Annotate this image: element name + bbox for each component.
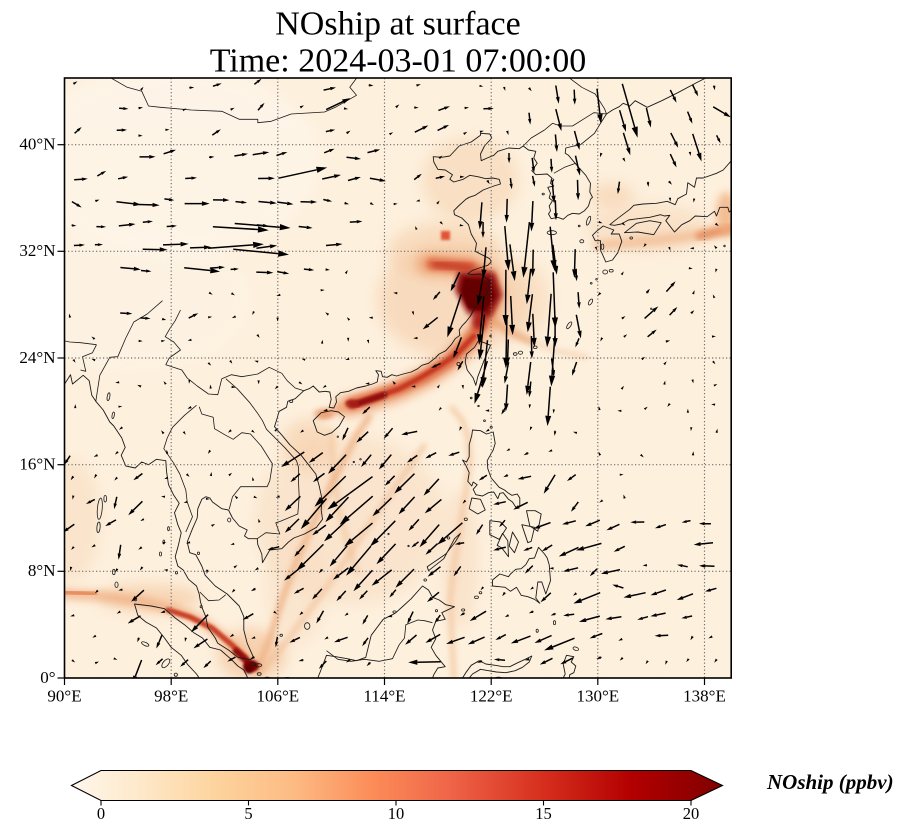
- svg-text:NOship (ppbv): NOship (ppbv): [766, 770, 894, 794]
- svg-text:10: 10: [388, 804, 405, 823]
- svg-text:0°: 0°: [40, 668, 55, 687]
- svg-text:40°N: 40°N: [19, 135, 55, 154]
- svg-text:114°E: 114°E: [363, 687, 405, 706]
- svg-text:32°N: 32°N: [19, 241, 55, 260]
- svg-text:NOship at surface: NOship at surface: [275, 6, 520, 43]
- svg-text:0: 0: [97, 804, 105, 823]
- svg-text:24°N: 24°N: [19, 348, 55, 367]
- svg-text:122°E: 122°E: [470, 687, 513, 706]
- svg-text:15: 15: [535, 804, 552, 823]
- svg-text:16°N: 16°N: [19, 455, 55, 474]
- svg-text:20: 20: [683, 804, 700, 823]
- svg-text:8°N: 8°N: [28, 561, 56, 580]
- svg-text:5: 5: [244, 804, 252, 823]
- svg-text:Time: 2024-03-01 07:00:00: Time: 2024-03-01 07:00:00: [210, 43, 587, 80]
- svg-text:130°E: 130°E: [576, 687, 619, 706]
- svg-text:138°E: 138°E: [683, 687, 726, 706]
- svg-text:98°E: 98°E: [154, 687, 188, 706]
- svg-text:90°E: 90°E: [47, 687, 81, 706]
- svg-text:106°E: 106°E: [256, 687, 299, 706]
